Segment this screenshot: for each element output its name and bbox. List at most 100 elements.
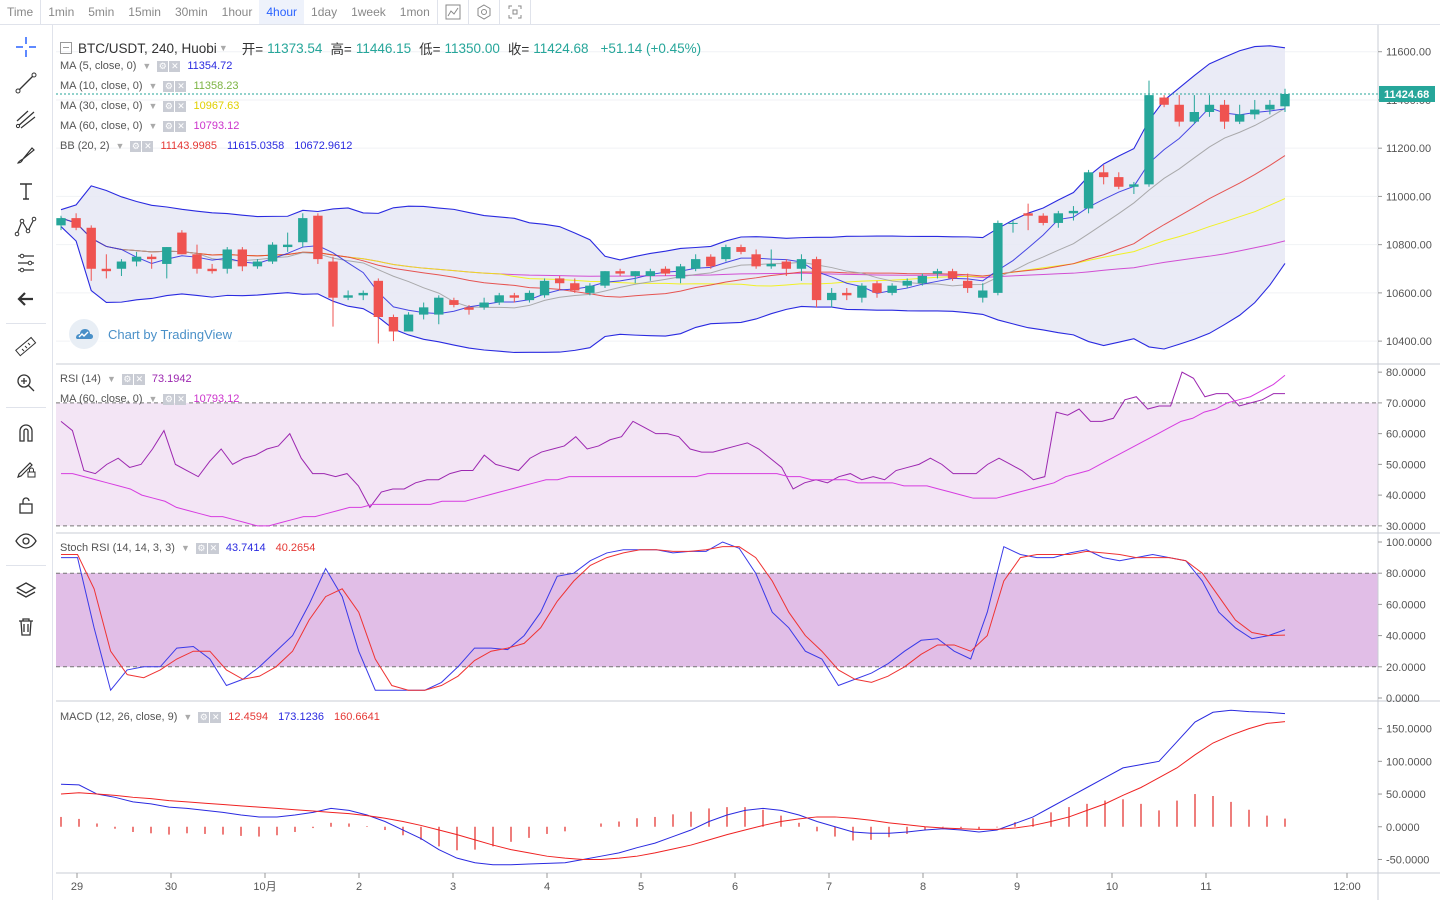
- tf-1min[interactable]: 1min: [48, 5, 75, 19]
- candle-body: [857, 285, 867, 298]
- candle-body: [585, 285, 595, 293]
- chevron-down-icon[interactable]: ▼: [148, 394, 158, 404]
- cloud-icon: [69, 319, 99, 349]
- ma5-line: [60, 107, 1286, 315]
- brush-icon[interactable]: [10, 139, 42, 171]
- timeframe-toolbar: Time 1min 5min 15min 30min 1hour 4hour 1…: [0, 0, 1440, 25]
- ma5-value: 11354.72: [187, 60, 233, 72]
- chevron-down-icon[interactable]: ▼: [148, 101, 158, 111]
- candle-body: [1098, 172, 1109, 178]
- candle-body: [1068, 210, 1079, 214]
- settings-icon[interactable]: ⚙: [163, 393, 175, 405]
- collapse-icon[interactable]: [60, 42, 72, 54]
- legend-rsi-ma[interactable]: MA (60, close, 0) ▼ ⚙ ✕ 10793.12: [60, 393, 249, 405]
- ruler-icon[interactable]: [10, 331, 42, 363]
- chevron-down-icon[interactable]: ▼: [180, 543, 190, 553]
- settings-icon[interactable]: ⚙: [163, 80, 175, 92]
- close-icon[interactable]: ✕: [142, 140, 154, 152]
- macd-axis-label: 150.0000: [1386, 724, 1432, 736]
- trend-line-icon[interactable]: [10, 67, 42, 99]
- tf-30min[interactable]: 30min: [174, 5, 208, 19]
- symbol-title[interactable]: BTC/USDT, 240, Huobi: [78, 40, 217, 56]
- measure-icon[interactable]: [10, 247, 42, 279]
- legend-ma60[interactable]: MA (60, close, 0) ▼ ⚙ ✕ 10793.12: [60, 120, 249, 132]
- chevron-down-icon[interactable]: ▼: [183, 712, 193, 722]
- tf-1mon[interactable]: 1mon: [399, 5, 430, 19]
- macd-value: 173.1236: [278, 711, 324, 723]
- candle-body: [1280, 93, 1290, 107]
- tf-1week[interactable]: 1week: [351, 5, 386, 19]
- legend-ma5[interactable]: MA (5, close, 0) ▼ ⚙ ✕ 11354.72: [60, 60, 242, 72]
- candle-body: [811, 259, 822, 301]
- chevron-down-icon[interactable]: ▼: [218, 43, 228, 53]
- legend-stoch[interactable]: Stoch RSI (14, 14, 3, 3) ▼ ⚙ ✕ 43.7414 40.…: [60, 542, 325, 554]
- chevron-down-icon[interactable]: ▼: [115, 141, 125, 151]
- pattern-icon[interactable]: [10, 211, 42, 243]
- layers-icon[interactable]: [10, 575, 42, 607]
- settings-icon[interactable]: ⚙: [163, 100, 175, 112]
- chevron-down-icon[interactable]: ▼: [148, 121, 158, 131]
- eye-icon[interactable]: [10, 525, 42, 557]
- lock-drawings-icon[interactable]: [10, 453, 42, 485]
- macd-axis-label: 0.0000: [1386, 822, 1420, 834]
- back-arrow-icon[interactable]: [10, 283, 42, 315]
- settings-icon[interactable]: [467, 0, 499, 24]
- fib-icon[interactable]: [10, 103, 42, 135]
- candle-body: [1159, 97, 1169, 105]
- unlock-icon[interactable]: [10, 489, 42, 521]
- close-icon[interactable]: ✕: [175, 120, 187, 132]
- legend-ma30[interactable]: MA (30, close, 0) ▼ ⚙ ✕ 10967.63: [60, 100, 249, 112]
- settings-icon[interactable]: ⚙: [121, 373, 133, 385]
- close-icon[interactable]: ✕: [207, 542, 219, 554]
- settings-icon[interactable]: ⚙: [163, 120, 175, 132]
- legend-ma10[interactable]: MA (10, close, 0) ▼ ⚙ ✕ 11358.23: [60, 80, 249, 92]
- candle-body: [615, 271, 625, 274]
- ma10-line: [60, 107, 1286, 309]
- fullscreen-icon[interactable]: [498, 0, 531, 24]
- settings-icon[interactable]: ⚙: [130, 140, 142, 152]
- tf-1hour[interactable]: 1hour: [221, 5, 253, 19]
- crosshair-icon[interactable]: [10, 31, 42, 63]
- tf-15min[interactable]: 15min: [128, 5, 161, 19]
- tf-1day[interactable]: 1day: [311, 5, 338, 19]
- candle-body: [1250, 109, 1260, 115]
- candle-body: [237, 249, 248, 267]
- close-icon[interactable]: ✕: [133, 373, 145, 385]
- close-value: 11424.68: [533, 40, 589, 56]
- tf-time[interactable]: Time: [7, 5, 34, 19]
- time-axis-label: 4: [544, 881, 550, 893]
- tf-4hour[interactable]: 4hour: [259, 0, 305, 24]
- legend-bb[interactable]: BB (20, 2) ▼ ⚙ ✕ 11143.9985 11615.0358 106…: [60, 140, 362, 152]
- legend-rsi[interactable]: RSI (14) ▼ ⚙ ✕ 73.1942: [60, 373, 202, 385]
- close-icon[interactable]: ✕: [175, 393, 187, 405]
- text-icon[interactable]: [10, 175, 42, 207]
- tf-5min[interactable]: 5min: [88, 5, 115, 19]
- zoom-icon[interactable]: [10, 367, 42, 399]
- trash-icon[interactable]: [10, 611, 42, 643]
- time-axis-label: 10: [1106, 881, 1118, 893]
- chevron-down-icon[interactable]: ▼: [106, 374, 116, 384]
- time-axis-label: 3: [450, 881, 456, 893]
- ma5-name: MA (5, close, 0): [60, 60, 137, 72]
- candle-body: [524, 292, 535, 301]
- close-icon[interactable]: ✕: [175, 100, 187, 112]
- magnet-icon[interactable]: [10, 417, 42, 449]
- settings-icon[interactable]: ⚙: [195, 542, 207, 554]
- tradingview-watermark[interactable]: Chart by TradingView: [68, 318, 241, 350]
- candle-body: [1083, 172, 1094, 209]
- settings-icon[interactable]: ⚙: [157, 60, 169, 72]
- chevron-down-icon[interactable]: ▼: [148, 81, 158, 91]
- time-axis-label: 12:00: [1333, 881, 1361, 893]
- close-icon[interactable]: ✕: [169, 60, 181, 72]
- close-icon[interactable]: ✕: [175, 80, 187, 92]
- candle-body: [570, 283, 580, 291]
- candle-body: [932, 271, 943, 274]
- chevron-down-icon[interactable]: ▼: [142, 61, 152, 71]
- candle-body: [887, 285, 897, 293]
- close-icon[interactable]: ✕: [210, 711, 222, 723]
- chart-type-icon[interactable]: [436, 0, 468, 24]
- settings-icon[interactable]: ⚙: [198, 711, 210, 723]
- legend-macd[interactable]: MACD (12, 26, close, 9) ▼ ⚙ ✕ 12.4594 173.…: [60, 711, 390, 723]
- time-axis-label: 5: [638, 881, 644, 893]
